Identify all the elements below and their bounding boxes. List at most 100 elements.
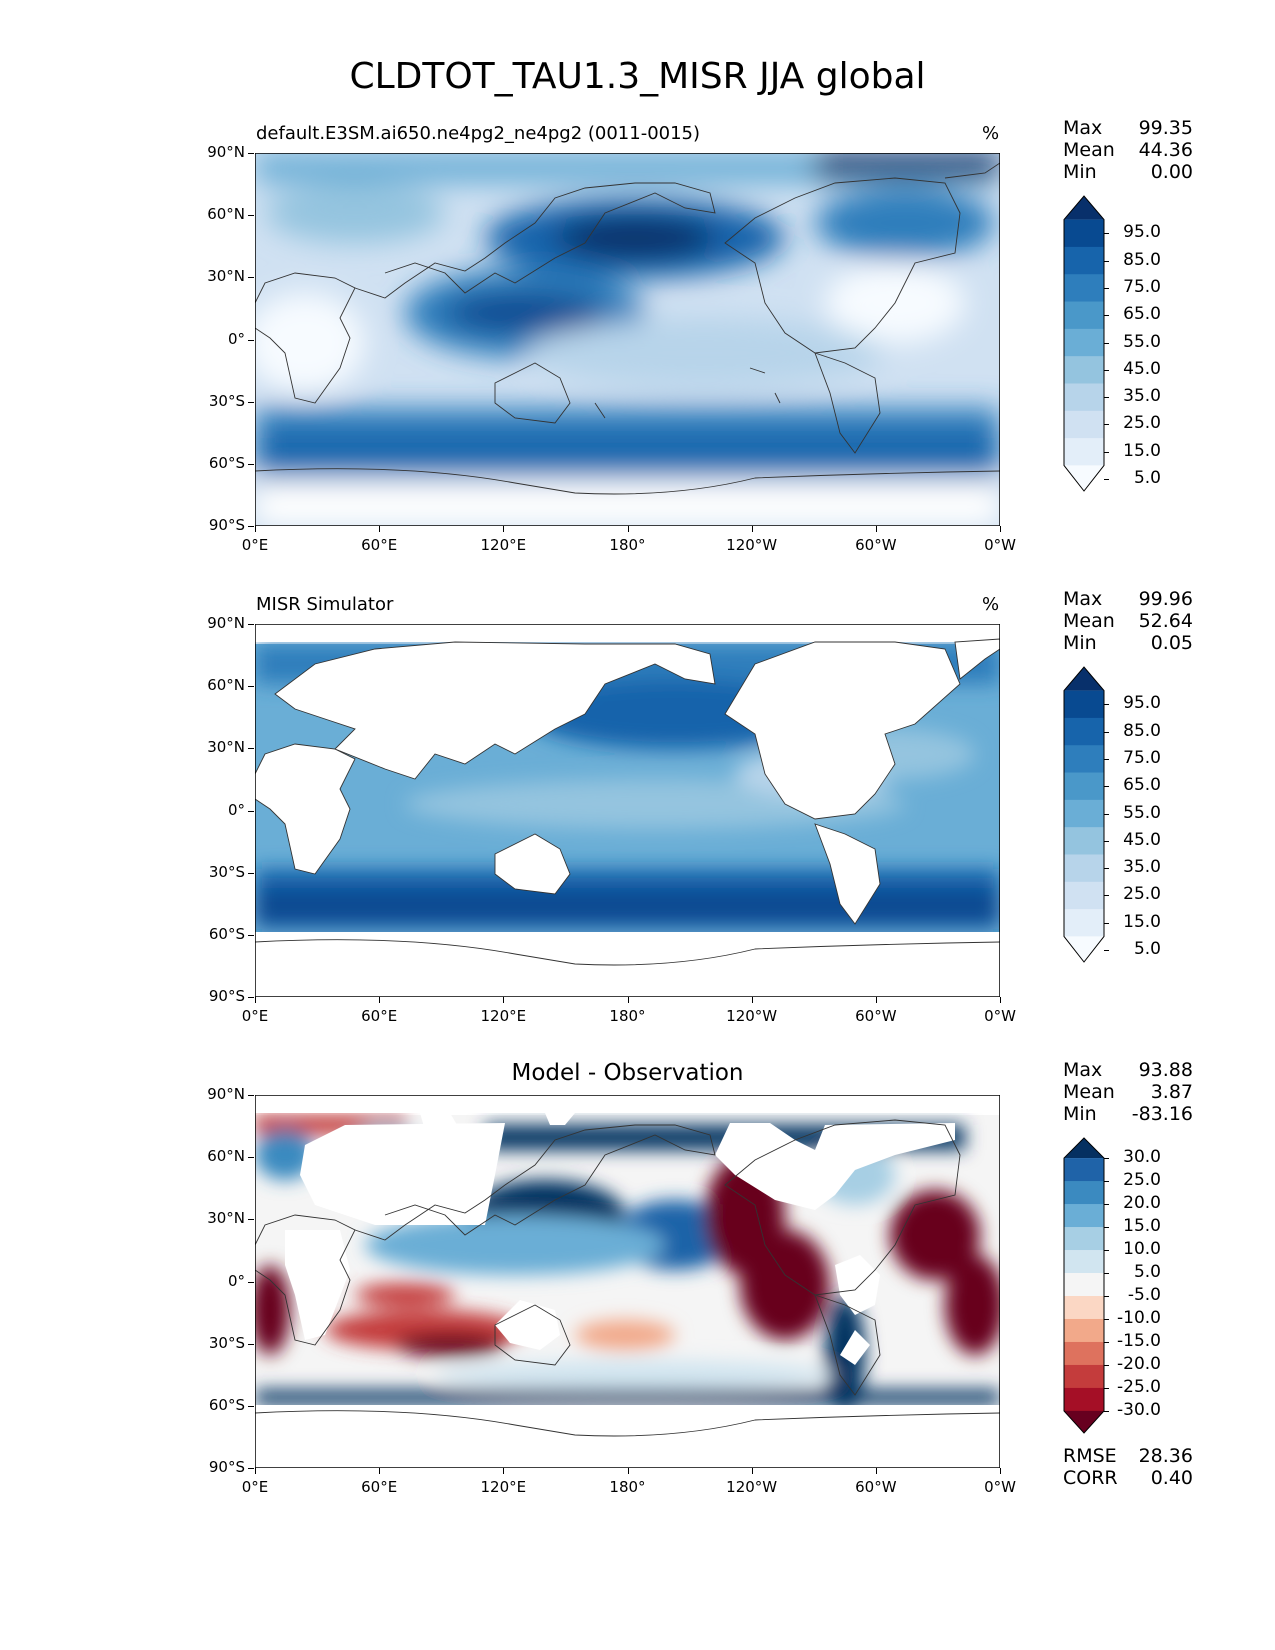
colorbar-label: 35.0 [1123, 386, 1161, 407]
lon-tick-mark [875, 1468, 877, 1474]
colorbar [1063, 195, 1105, 492]
colorbar-extend-min [1064, 465, 1104, 491]
colorbar-segment [1064, 827, 1104, 855]
colorbar-outline [1063, 195, 1105, 492]
colorbar-segment [1064, 356, 1104, 384]
lat-tick-label: 90°S [208, 987, 245, 1005]
stat-label: Max [1063, 588, 1103, 610]
lat-tick-mark [248, 1281, 254, 1283]
lat-tick-mark [248, 153, 254, 154]
colorbar-tick [1104, 1273, 1109, 1274]
colorbar-tick [1104, 868, 1109, 870]
colorbar-label: -15.0 [1117, 1330, 1161, 1351]
lat-tick-mark [248, 401, 254, 403]
stat-value: 93.88 [1138, 1059, 1193, 1081]
colorbar-tick [1104, 369, 1109, 371]
colorbar-extend-max [1064, 196, 1104, 220]
panel-3-title: Model - Observation [511, 1060, 744, 1086]
lon-tick-mark [751, 1468, 753, 1474]
lon-tick-label: 120°E [480, 1007, 527, 1025]
page-title: CLDTOT_TAU1.3_MISR JJA global [349, 56, 926, 97]
colorbar-label: 20.0 [1123, 1193, 1161, 1214]
colorbar-tick [1104, 315, 1109, 317]
colorbar-tick [1104, 786, 1109, 788]
colorbar-tick [1104, 1364, 1109, 1366]
colorbar-tick [1104, 342, 1109, 344]
lon-tick-mark [503, 997, 505, 1003]
colorbar-tick [1104, 895, 1109, 897]
colorbar-tick [1104, 813, 1109, 815]
lat-tick-label: 0° [227, 800, 245, 819]
colorbar-segment [1064, 772, 1104, 801]
panel-2-map [255, 624, 1000, 997]
lat-tick-label: 0° [227, 1271, 245, 1290]
lon-tick-label: 180° [609, 1007, 646, 1025]
continent-outlines [255, 162, 1000, 495]
lon-tick-label: 120°W [726, 1007, 778, 1025]
lon-tick-label: 0°E [241, 536, 269, 554]
lon-tick-mark [255, 1468, 256, 1474]
colorbar-segment [1064, 1181, 1104, 1205]
lat-tick-mark [248, 526, 254, 527]
colorbar-tick [1104, 1250, 1109, 1252]
colorbar-segment [1064, 1204, 1104, 1228]
lat-tick-mark [248, 463, 254, 465]
colorbar-segment [1064, 383, 1104, 412]
lon-tick-mark [255, 526, 256, 532]
lat-tick-mark [248, 997, 254, 998]
lat-tick-label: 60°S [208, 453, 245, 472]
panel-2-units: % [982, 594, 1000, 615]
colorbar-label: -20.0 [1117, 1353, 1161, 1374]
colorbar-label: 65.0 [1123, 775, 1161, 796]
colorbar-label: 45.0 [1123, 358, 1161, 379]
colorbar-label: -10.0 [1117, 1307, 1161, 1328]
lon-tick-mark [627, 997, 629, 1003]
stat-label: Mean [1063, 610, 1115, 632]
lat-tick-label: 90°N [207, 614, 245, 632]
lon-tick-mark [503, 1468, 505, 1474]
panel-1-stats: Max 99.35 Mean 44.36 Min 0.00 [1063, 117, 1193, 183]
colorbar-tick [1104, 1181, 1109, 1183]
colorbar-extend-max [1064, 1138, 1104, 1159]
stat-value: 44.36 [1138, 139, 1193, 161]
lon-tick-mark [379, 997, 381, 1003]
stat-value: -83.16 [1131, 1103, 1193, 1125]
colorbar-tick [1104, 1318, 1109, 1320]
lat-tick-mark [248, 624, 254, 625]
metric-value: 0.40 [1150, 1467, 1193, 1489]
colorbar-label: -30.0 [1117, 1399, 1161, 1420]
panel-1-title: default.E3SM.ai650.ne4pg2_ne4pg2 (0011-0… [256, 123, 701, 144]
lat-tick-mark [248, 810, 254, 812]
panel-2-stats: Max 99.96 Mean 52.64 Min 0.05 [1063, 588, 1193, 654]
lat-tick-mark [248, 1405, 254, 1407]
lon-tick-label: 0°E [241, 1007, 269, 1025]
lon-tick-mark [255, 997, 256, 1003]
colorbar-tick [1104, 950, 1109, 952]
lat-tick-label: 30°S [208, 1333, 245, 1352]
lat-tick-mark [248, 1468, 254, 1469]
colorbar-segment [1064, 909, 1104, 937]
colorbar [1063, 666, 1105, 963]
lon-tick-label: 60°W [855, 1007, 897, 1025]
colorbar-tick [1104, 840, 1109, 842]
lat-tick-mark [248, 686, 254, 688]
colorbar-tick [1104, 1158, 1109, 1160]
colorbar-tick [1104, 260, 1109, 262]
colorbar-label: 15.0 [1123, 1216, 1161, 1237]
colorbar-segment [1064, 1273, 1104, 1297]
colorbar-segment [1064, 410, 1104, 439]
colorbar-tick [1104, 1227, 1109, 1229]
colorbar-tick [1104, 758, 1109, 760]
continent-outlines [255, 1119, 1000, 1437]
colorbar-segment [1064, 1295, 1104, 1320]
colorbar-segment [1064, 799, 1104, 828]
metric-label: RMSE [1063, 1445, 1117, 1467]
colorbar-extend-max [1064, 667, 1104, 691]
colorbar-label: 95.0 [1123, 222, 1161, 243]
colorbar-segment [1064, 745, 1104, 774]
lat-tick-mark [248, 339, 254, 341]
lon-tick-label: 0°E [241, 1478, 269, 1496]
colorbar-label: 55.0 [1123, 802, 1161, 823]
lon-tick-mark [503, 526, 505, 532]
colorbar-label: 25.0 [1123, 884, 1161, 905]
